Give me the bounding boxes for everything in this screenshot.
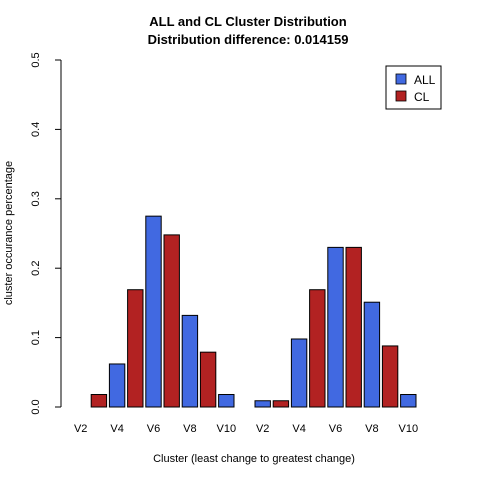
y-tick-label: 0.0 bbox=[30, 399, 42, 414]
x-tick-label: V10 bbox=[217, 423, 237, 435]
legend-label-cl: CL bbox=[414, 90, 430, 104]
legend-swatch-all bbox=[395, 73, 407, 85]
bar-group1-v6-cl bbox=[163, 234, 180, 408]
x-tick-label: V8 bbox=[183, 423, 196, 435]
bar-group2-v1-all bbox=[254, 400, 271, 408]
bar-group1-v5-all bbox=[145, 215, 162, 408]
bar-group2-v5-all bbox=[327, 246, 344, 408]
bar-group1-v2-cl bbox=[90, 394, 108, 408]
x-axis-tick-labels: V2 V4 V6 V8 V10 V2 V4 V6 V8 V10 bbox=[74, 423, 418, 435]
y-tick-label: 0.1 bbox=[30, 330, 42, 345]
legend: ALL CL bbox=[385, 65, 442, 110]
x-tick-label: V10 bbox=[399, 423, 419, 435]
x-tick-label: V2 bbox=[256, 423, 269, 435]
bar-group1-v3-all bbox=[108, 363, 126, 408]
bar-group1-v8-cl bbox=[199, 351, 217, 408]
bar-group2-v4-cl bbox=[309, 289, 326, 408]
y-tick-label: 0.4 bbox=[30, 122, 42, 137]
chart-subtitle: Distribution difference: 0.014159 bbox=[148, 32, 349, 47]
y-axis: 0.0 0.1 0.2 0.3 0.4 0.5 bbox=[30, 52, 62, 415]
chart-title: ALL and CL Cluster Distribution bbox=[149, 14, 346, 29]
bar-group2-v7-all bbox=[363, 301, 381, 408]
bar-group2-v3-all bbox=[290, 338, 308, 408]
legend-swatch-cl bbox=[395, 90, 407, 102]
x-tick-label: V4 bbox=[110, 423, 123, 435]
bar-group2-v6-cl bbox=[345, 246, 362, 408]
legend-label-all: ALL bbox=[414, 73, 436, 87]
x-axis-label: Cluster (least change to greatest change… bbox=[153, 453, 355, 465]
x-tick-label: V2 bbox=[74, 423, 87, 435]
x-tick-label: V8 bbox=[365, 423, 378, 435]
x-tick-label: V6 bbox=[147, 423, 160, 435]
bar-group2-v9-all bbox=[400, 394, 417, 408]
legend-box bbox=[385, 65, 442, 110]
x-tick-label: V6 bbox=[329, 423, 342, 435]
bar-group2-v8-cl bbox=[381, 345, 399, 408]
bar-group1-v9-all bbox=[218, 394, 235, 408]
bar-group1-v7-all bbox=[181, 314, 199, 408]
bar-group1-v4-cl bbox=[127, 289, 144, 408]
y-tick-label: 0.5 bbox=[30, 52, 42, 67]
bars-layer bbox=[90, 215, 417, 408]
x-tick-label: V4 bbox=[292, 423, 305, 435]
y-axis-label: cluster occurance percentage bbox=[3, 161, 15, 305]
bar-group2-v2-cl bbox=[272, 400, 290, 408]
y-tick-label: 0.3 bbox=[30, 191, 42, 206]
y-tick-label: 0.2 bbox=[30, 261, 42, 276]
